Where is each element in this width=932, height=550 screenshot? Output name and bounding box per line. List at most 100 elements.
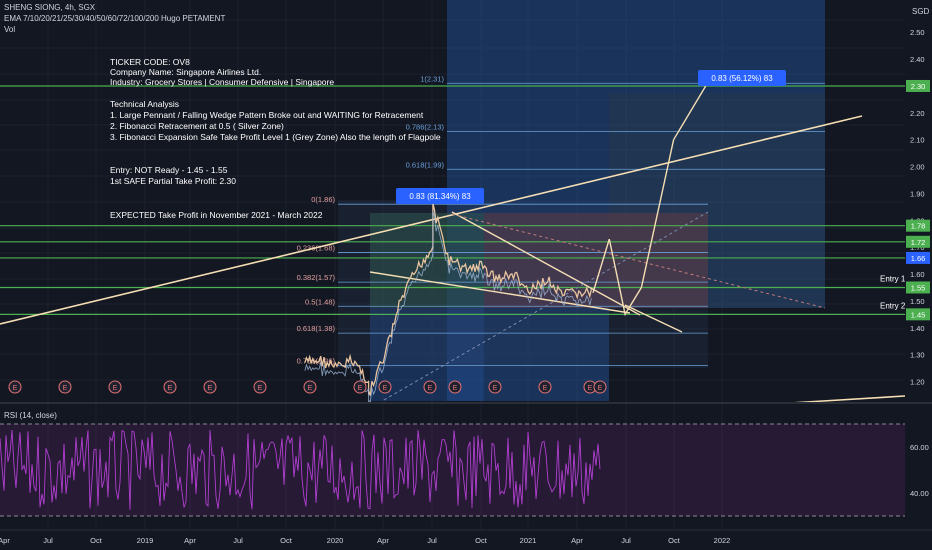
fib-retracement-label: 0.382(1.57) [297,273,336,282]
fib-extension-label: 1(2.31) [420,74,444,83]
upper-trendline[interactable] [0,115,863,325]
svg-text:E: E [208,385,213,392]
fib-retracement-label: 0.618(1.38) [297,324,336,333]
earnings-marker[interactable]: E [108,380,122,394]
callout-upper[interactable]: 0.83 (56.12%) 83 [698,70,786,86]
price-tick-label: 2.20 [910,109,925,118]
note-entry: Entry: NOT Ready - 1.45 - 1.55 [110,165,228,175]
wedge-upper-line[interactable] [451,211,641,316]
time-tick-label: Oct [90,536,103,545]
earnings-marker[interactable]: E [203,380,217,394]
time-tick-label: Jul [233,536,243,545]
level-tag [906,79,930,92]
entry-label: Entry 2 [880,301,906,310]
price-tick-label: 1.40 [910,324,925,333]
fib-extension-label: 0.618(1.99) [406,160,445,169]
bottom-right-line [789,395,906,404]
time-tick-label: Jul [621,536,631,545]
level-tag [906,281,930,294]
dashed-guide-line [383,211,709,401]
svg-text:E: E [358,385,363,392]
price-series-line[interactable] [304,203,593,396]
rsi-line[interactable] [0,429,601,510]
svg-text:E: E [383,385,388,392]
rsi-tick-60: 60.00 [910,443,929,452]
time-tick-label: Jul [43,536,53,545]
note-ta-2: 2. Fibonacci Retracement at 0.5 ( Silver… [110,121,284,131]
volume-label[interactable]: Vol [4,25,16,34]
callout-lower-text: 0.83 (81.34%) 83 [409,192,471,201]
earnings-marker[interactable]: E [378,380,392,394]
note-ticker: TICKER CODE: OV8 [110,57,190,67]
time-tick-label: 2021 [520,536,537,545]
level-tag-label: 1.45 [911,310,926,319]
price-tick-label: 1.90 [910,189,925,198]
rsi-title: RSI (14, close) [4,411,57,420]
note-ta-3: 3. Fibonacci Expansion Safe Take Profit … [110,132,441,142]
symbol-title[interactable]: SHENG SIONG, 4h, SGX [4,3,96,12]
level-tag-label: 1.55 [911,283,926,292]
price-tick-label: 2.10 [910,136,925,145]
time-tick-label: Oct [668,536,681,545]
price-tick-label: 1.20 [910,378,925,387]
time-tick-label: Oct [280,536,293,545]
green-zone [370,213,484,308]
note-company: Company Name: Singapore Airlines Ltd. [110,67,262,77]
earnings-marker[interactable]: E [8,380,22,394]
svg-text:E: E [598,385,603,392]
earnings-marker[interactable]: E [353,380,367,394]
wedge-lower-line[interactable] [369,271,631,314]
time-tick-label: Apr [184,536,196,545]
svg-text:E: E [493,385,498,392]
svg-text:E: E [453,385,458,392]
svg-text:E: E [63,385,68,392]
earnings-marker[interactable]: E [58,380,72,394]
svg-text:E: E [543,385,548,392]
price-tick-label: 1.60 [910,270,925,279]
svg-text:E: E [258,385,263,392]
svg-text:E: E [168,385,173,392]
time-axis-bg [0,530,932,550]
red-zone [484,213,708,308]
ema-indicator-label[interactable]: EMA 7/10/20/21/25/30/40/50/60/72/100/200… [4,14,226,23]
level-tags: 2.30 1.78 1.72 1.66 1.55 1.45 Entry 1 Entry 2 [880,79,930,321]
earnings-marker[interactable]: E [253,380,267,394]
time-tick-label: 2020 [327,536,344,545]
earnings-marker[interactable]: E [538,380,552,394]
price-ema-line [304,211,592,405]
note-expected: EXPECTED Take Profit in November 2021 - … [110,210,323,220]
price-tick-label: 2.40 [910,55,925,64]
level-tag-label: 1.78 [911,222,926,231]
earnings-marker[interactable]: E [163,380,177,394]
earnings-marker[interactable]: E [448,380,462,394]
price-tick-label: 1.50 [910,297,925,306]
earnings-marker[interactable]: E [488,380,502,394]
projection-line[interactable] [592,85,707,317]
earnings-marker[interactable]: E [593,380,607,394]
earnings-marker[interactable]: E [303,380,317,394]
svg-text:E: E [13,385,18,392]
wedge-tail-line[interactable] [624,304,683,333]
fib-retracement-label: 0(1.86) [311,195,335,204]
level-tag [906,219,930,232]
svg-text:E: E [308,385,313,392]
entry-label: Entry 1 [880,274,906,283]
currency-label: SGD [912,7,930,16]
time-tick-label: Jul [427,536,437,545]
earnings-marker[interactable]: E [423,380,437,394]
callout-upper-text: 0.83 (56.12%) 83 [711,74,773,83]
level-tag-label: 1.72 [911,238,926,247]
fib-retracement-label: 0.5(1.48) [305,297,336,306]
level-tag-label: 1.66 [911,254,926,263]
level-tag-label: 2.30 [911,82,926,91]
fib-extension-label: 0.786(2.13) [406,123,445,132]
price-tick-label: 2.00 [910,163,925,172]
time-tick-label: Apr [0,536,10,545]
callout-lower[interactable]: 0.83 (81.34%) 83 [396,188,484,204]
time-axis[interactable]: Apr Jul Oct 2019 Apr Jul Oct 2020 Apr Jul Oct 2021 A… [0,536,730,545]
svg-text:E: E [588,385,593,392]
time-tick-label: Oct [475,536,488,545]
level-tag [906,251,930,264]
